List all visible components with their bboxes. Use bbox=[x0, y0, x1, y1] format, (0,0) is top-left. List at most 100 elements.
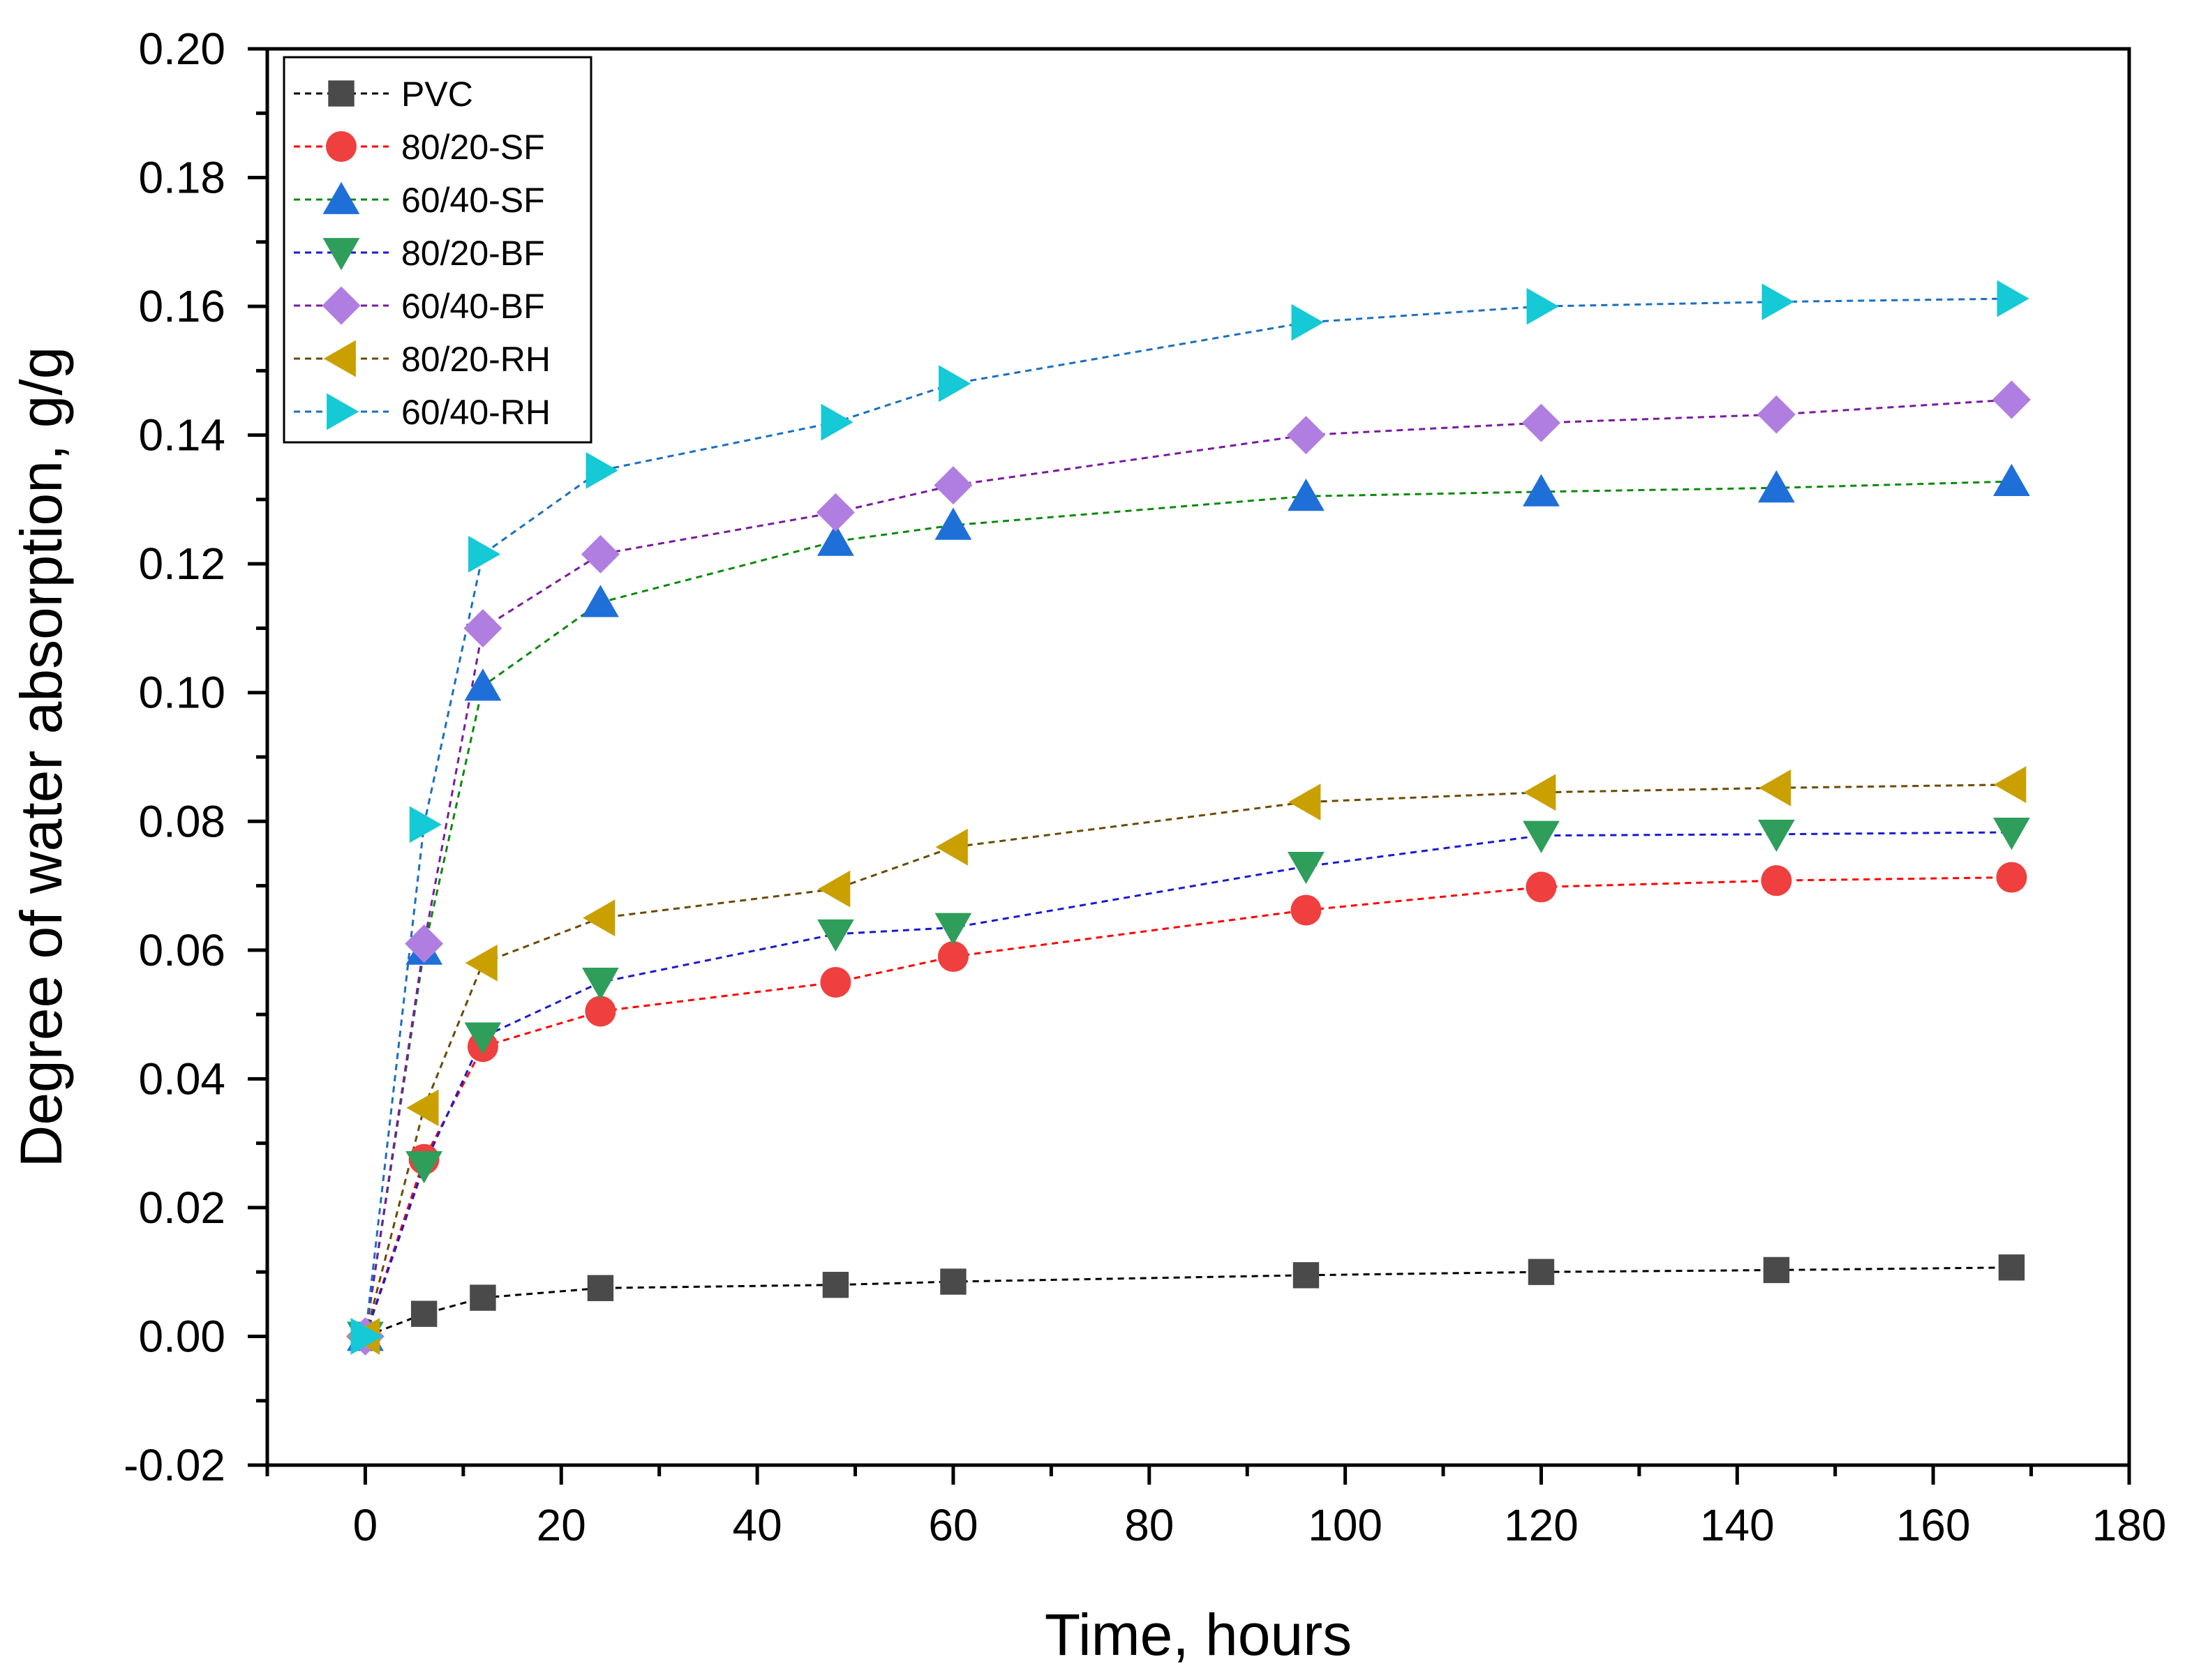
series-line-0 bbox=[364, 1266, 2012, 1337]
x-tick-label: 140 bbox=[1700, 1500, 1775, 1550]
data-point bbox=[1288, 851, 1325, 885]
data-point bbox=[410, 1300, 438, 1327]
x-tick-label: 40 bbox=[733, 1500, 782, 1550]
data-point bbox=[405, 924, 444, 963]
data-point bbox=[1523, 820, 1560, 853]
data-point bbox=[350, 1318, 383, 1355]
legend-marker bbox=[322, 286, 361, 325]
data-point bbox=[405, 1151, 443, 1184]
x-tick-label: 60 bbox=[928, 1500, 978, 1550]
data-point bbox=[582, 968, 619, 1000]
legend-marker bbox=[327, 393, 359, 430]
data-point bbox=[1523, 474, 1560, 507]
x-axis-ticks: 0 20 40 60 80 100 120 140 160 180 bbox=[265, 1465, 2167, 1550]
y-axis-ticks: -0.02 0.00 0.02 0.04 0.06 0.08 0.10 0.12 0.14 0.1… bbox=[124, 24, 267, 1490]
data-point bbox=[470, 1284, 496, 1311]
data-point bbox=[409, 806, 442, 843]
legend-label: 80/20-SF bbox=[401, 128, 545, 167]
data-point bbox=[463, 608, 502, 647]
y-tick-label: 0.06 bbox=[138, 925, 225, 975]
data-point bbox=[1757, 395, 1796, 434]
legend: PVC 80/20-SF 60/40-SF 80/20-BF 60/40-BF 80/20… bbox=[283, 56, 592, 444]
data-point bbox=[1521, 403, 1560, 442]
y-tick-label: -0.02 bbox=[124, 1440, 225, 1490]
data-point bbox=[816, 493, 855, 532]
series-line-3 bbox=[364, 831, 2012, 1337]
data-point bbox=[465, 944, 498, 982]
data-point bbox=[581, 534, 620, 573]
data-point bbox=[406, 1089, 439, 1127]
y-tick-label: 0.08 bbox=[138, 796, 225, 846]
data-point bbox=[821, 403, 853, 441]
data-point bbox=[818, 870, 851, 908]
y-tick-label: 0.18 bbox=[138, 153, 225, 203]
data-point bbox=[935, 828, 968, 866]
data-point bbox=[1994, 766, 2027, 804]
legend-marker bbox=[328, 80, 355, 107]
data-point bbox=[937, 941, 969, 973]
data-point bbox=[817, 919, 854, 952]
x-tick-label: 20 bbox=[537, 1500, 586, 1550]
data-point bbox=[934, 466, 973, 505]
y-axis-title: Degree of water absorption, g/g bbox=[8, 347, 74, 1168]
series-line-4 bbox=[364, 398, 2012, 1337]
y-tick-label: 0.02 bbox=[138, 1183, 225, 1233]
legend-label: PVC bbox=[401, 75, 473, 114]
legend-label: 80/20-BF bbox=[401, 234, 545, 273]
data-point bbox=[1290, 894, 1322, 926]
data-point bbox=[939, 365, 971, 403]
data-point bbox=[1993, 818, 2030, 850]
data-point bbox=[1523, 774, 1556, 811]
data-point bbox=[1763, 1257, 1790, 1284]
data-point bbox=[1992, 380, 2031, 419]
data-point bbox=[1993, 463, 2030, 496]
data-point bbox=[1996, 862, 2027, 893]
data-point bbox=[464, 1022, 502, 1055]
data-point bbox=[1759, 769, 1791, 807]
data-point bbox=[582, 585, 619, 617]
legend-label: 60/40-RH bbox=[401, 393, 551, 432]
series-lines bbox=[364, 297, 2012, 1337]
data-point bbox=[1997, 280, 2029, 317]
legend-marker bbox=[322, 238, 360, 271]
data-point bbox=[822, 1271, 849, 1298]
data-point bbox=[1528, 1259, 1555, 1285]
y-tick-label: 0.14 bbox=[138, 410, 225, 460]
data-point bbox=[1292, 1262, 1320, 1289]
data-point bbox=[468, 535, 501, 573]
x-tick-label: 160 bbox=[1896, 1500, 1971, 1550]
data-point bbox=[1758, 819, 1795, 853]
x-tick-label: 100 bbox=[1308, 1500, 1382, 1550]
x-axis-title: Time, hours bbox=[1045, 1602, 1352, 1667]
data-point bbox=[583, 899, 616, 937]
data-point bbox=[934, 913, 972, 945]
data-point bbox=[1526, 287, 1559, 325]
series-markers bbox=[345, 280, 2031, 1356]
data-point bbox=[1998, 1254, 2025, 1281]
series-line-6 bbox=[364, 297, 2012, 1337]
legend-label: 60/40-SF bbox=[401, 181, 545, 220]
legend-marker bbox=[322, 181, 360, 214]
series-line-2 bbox=[364, 480, 2012, 1337]
data-point bbox=[934, 507, 972, 540]
x-tick-label: 180 bbox=[2092, 1500, 2167, 1550]
y-tick-label: 0.10 bbox=[138, 668, 225, 718]
data-point bbox=[1761, 283, 1794, 321]
legend-label: 60/40-BF bbox=[401, 287, 545, 326]
data-point bbox=[586, 451, 618, 489]
data-point bbox=[940, 1268, 967, 1295]
data-point bbox=[1761, 865, 1792, 897]
data-point bbox=[820, 966, 851, 998]
y-tick-label: 0.12 bbox=[138, 539, 225, 589]
data-point bbox=[1288, 478, 1325, 511]
series-line-5 bbox=[364, 783, 2012, 1337]
data-point bbox=[1291, 303, 1324, 341]
x-tick-label: 0 bbox=[353, 1500, 378, 1550]
data-point bbox=[587, 1275, 614, 1301]
data-point bbox=[464, 668, 502, 701]
data-point bbox=[585, 996, 616, 1027]
data-point bbox=[1758, 470, 1795, 503]
y-tick-label: 0.00 bbox=[138, 1311, 225, 1361]
y-tick-label: 0.20 bbox=[138, 24, 225, 74]
